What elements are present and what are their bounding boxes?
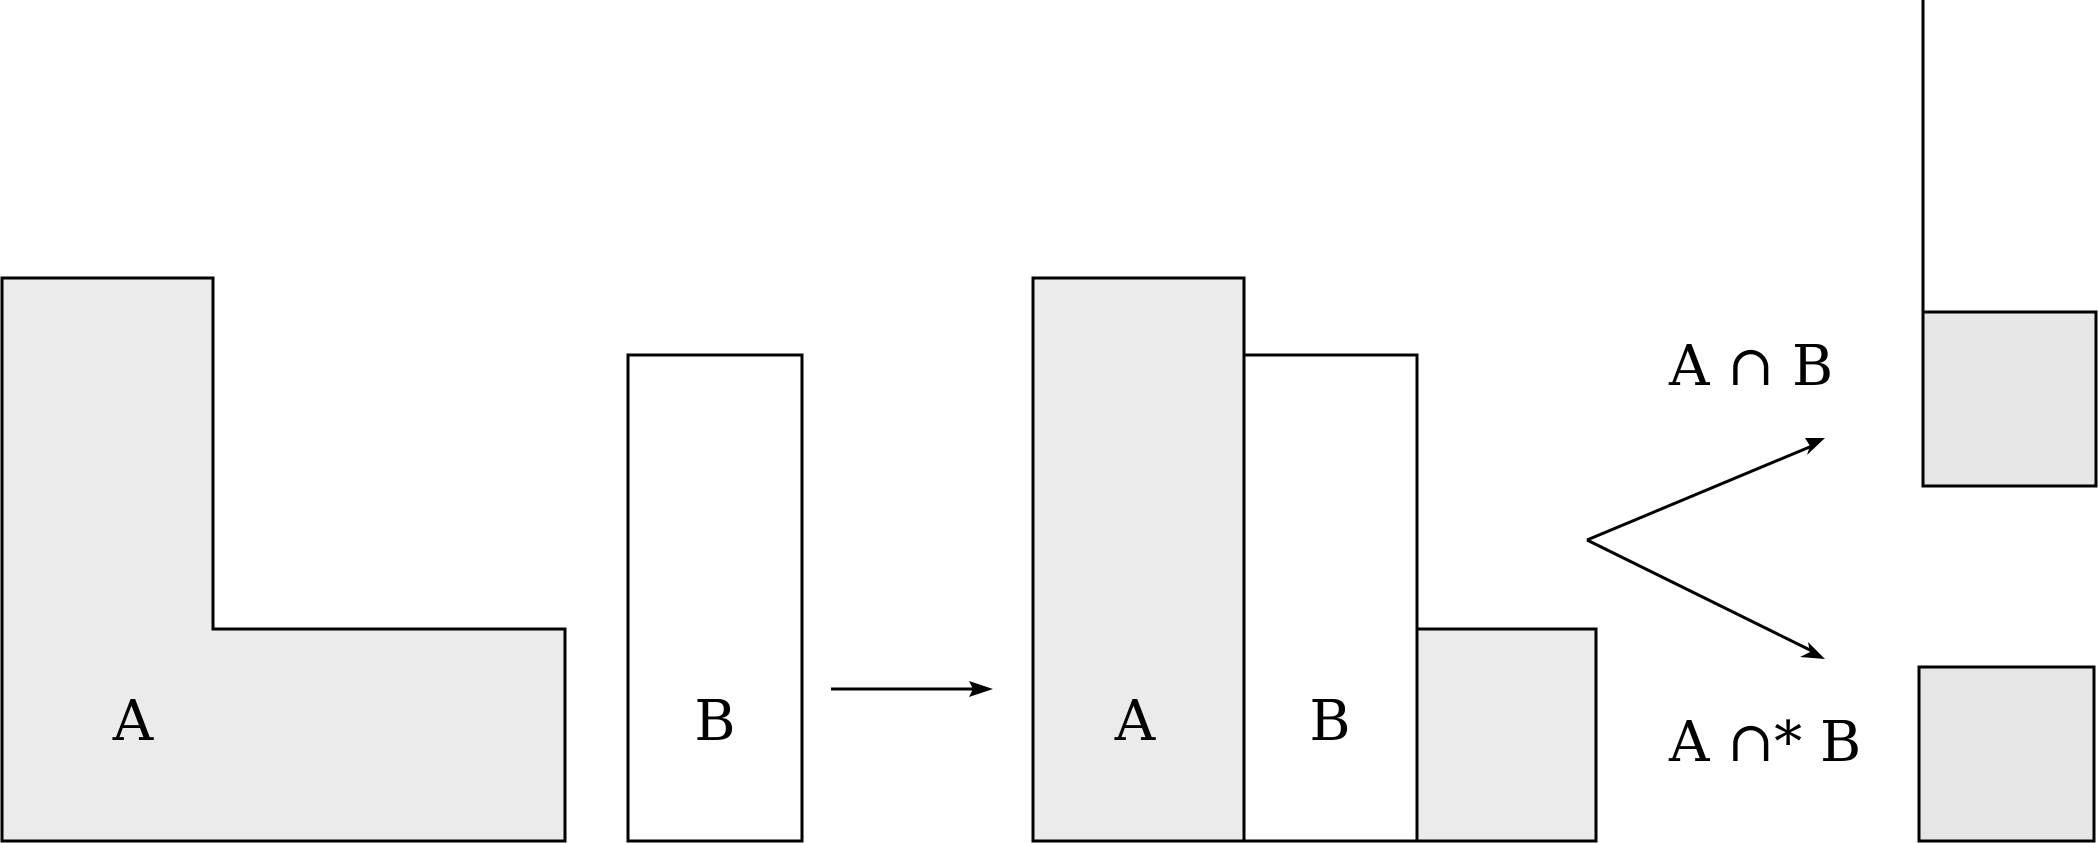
regularized-result-square <box>1917 665 2096 843</box>
lower-branch-head <box>1800 642 1825 659</box>
combined-b-label: B <box>1309 689 1350 754</box>
combined-b-shape <box>1242 353 1419 843</box>
branch-arrows <box>1586 438 1825 659</box>
operand-a-label: A <box>112 689 154 754</box>
upper-branch-head <box>1805 438 1825 455</box>
intersection-result <box>1921 0 2098 488</box>
combined-a-right-part <box>1415 627 1598 843</box>
upper-branch-shaft <box>1586 444 1813 542</box>
intersection-label: A ∩ B <box>1668 334 1833 399</box>
lower-branch-shaft <box>1586 538 1815 654</box>
regularized-intersection-label: A ∩* B <box>1668 710 1861 775</box>
intersection-result-square <box>1921 310 2098 488</box>
combined-a-left-part <box>1031 276 1246 843</box>
operand-b: B <box>626 353 804 843</box>
combine-arrow-head <box>969 681 993 697</box>
regularized-intersection-result <box>1917 665 2096 843</box>
combined-a-label: A <box>1114 689 1156 754</box>
operand-b-label: B <box>694 689 735 754</box>
operand-b-shape <box>626 353 804 843</box>
operand-a-shape <box>0 276 567 843</box>
operand-a: A <box>0 276 567 843</box>
combine-arrow <box>831 681 993 697</box>
combined-figure: A B <box>1031 276 1598 843</box>
